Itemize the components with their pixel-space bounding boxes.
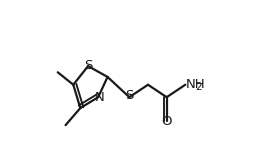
Text: S: S	[125, 89, 133, 102]
Text: NH: NH	[185, 78, 205, 91]
Text: N: N	[95, 91, 104, 104]
Text: O: O	[162, 115, 172, 128]
Text: S: S	[84, 59, 92, 72]
Text: 2: 2	[195, 82, 202, 92]
